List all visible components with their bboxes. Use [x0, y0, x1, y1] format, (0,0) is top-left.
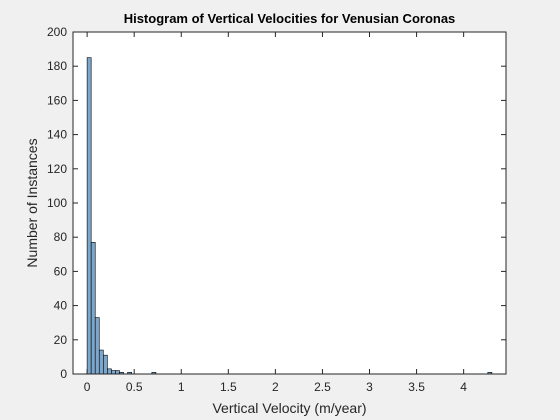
x-tick-label-4: 2 — [272, 380, 279, 394]
y-axis-ticks: 0 20 40 60 80 100 120 140 160 180 200 — [47, 25, 506, 381]
histogram-bar-4 — [103, 354, 108, 375]
x-tick-label-5: 2.5 — [314, 380, 331, 394]
histogram-bar-7 — [115, 370, 120, 375]
y-tick-label-8: 160 — [47, 93, 67, 107]
y-tick-label-9: 180 — [47, 59, 67, 73]
x-tick-label-0: 0 — [84, 380, 91, 394]
y-tick-label-1: 20 — [54, 333, 68, 347]
y-tick-label-3: 60 — [54, 264, 68, 278]
histogram-bar-2 — [94, 317, 100, 375]
x-tick-label-7: 3.5 — [408, 380, 425, 394]
y-tick-label-2: 40 — [54, 299, 68, 313]
x-tick-label-2: 1 — [178, 380, 185, 394]
y-tick-label-7: 140 — [47, 128, 67, 142]
y-tick-label-4: 80 — [54, 230, 68, 244]
y-axis-label: Number of Instances — [24, 138, 40, 267]
histogram-bar-1 — [90, 242, 96, 375]
histogram-bar-0 — [86, 57, 92, 375]
x-tick-label-3: 1.5 — [220, 380, 237, 394]
plot-area — [73, 32, 506, 374]
x-axis-label: Vertical Velocity (m/year) — [212, 400, 366, 416]
histogram-bar-5 — [107, 368, 112, 375]
chart-title: Histogram of Vertical Velocities for Ven… — [124, 11, 456, 26]
x-tick-label-8: 4 — [460, 380, 467, 394]
x-tick-label-1: 0.5 — [126, 380, 143, 394]
x-tick-label-6: 3 — [366, 380, 373, 394]
y-tick-label-6: 120 — [47, 162, 67, 176]
histogram-bar-6 — [111, 370, 116, 375]
x-axis-ticks: 0 0.5 1 1.5 2 2.5 3 3.5 4 — [84, 32, 467, 394]
y-tick-label-5: 100 — [47, 196, 67, 210]
y-tick-label-0: 0 — [60, 367, 67, 381]
y-tick-label-10: 200 — [47, 25, 67, 39]
histogram-bar-3 — [98, 349, 104, 375]
